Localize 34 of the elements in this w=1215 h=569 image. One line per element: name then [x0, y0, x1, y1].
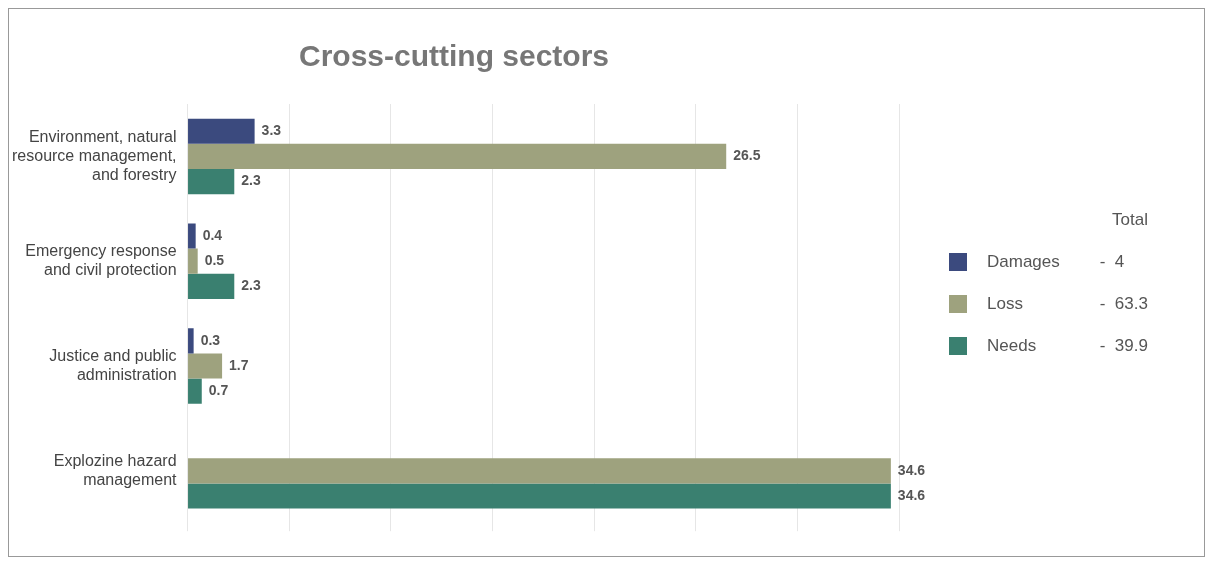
chart-title: Cross-cutting sectors: [298, 39, 610, 73]
data-label: 0.4: [202, 226, 223, 243]
y-tick-label: Emergency response and civil protection: [25, 242, 177, 279]
bar: [188, 223, 196, 249]
data-label: 2.3: [241, 172, 261, 189]
bar: [188, 378, 202, 404]
data-label: 0.5: [204, 252, 225, 269]
data-label: 34.6: [897, 486, 926, 503]
data-label: 34.6: [897, 461, 926, 478]
data-label: 0.7: [208, 382, 229, 399]
legend-label: Damages: [987, 251, 1061, 272]
legend-label: Needs: [987, 335, 1038, 356]
bar: [188, 168, 235, 195]
data-label: 2.3: [241, 277, 261, 294]
y-tick-label: Explozine hazard management: [53, 451, 178, 488]
text: - 4: [1099, 251, 1126, 272]
bar: [188, 143, 727, 169]
bar: [188, 353, 223, 379]
data-label: 3.3: [261, 122, 282, 139]
bar: [188, 118, 255, 144]
data-label: 0.3: [200, 331, 221, 348]
data-label: 26.5: [733, 147, 761, 164]
y-tick-label: Environment, natural resource management, and forestry: [12, 127, 177, 184]
data-label: 1.7: [229, 356, 249, 373]
bar: [188, 458, 891, 484]
bar: [188, 248, 198, 274]
legend-label: Loss: [987, 293, 1024, 314]
text: - 63.3: [1099, 293, 1148, 314]
text: - 39.9: [1099, 335, 1148, 356]
bar: [188, 483, 891, 509]
bar: [188, 273, 235, 299]
y-tick-label: Justice and public administration: [49, 346, 177, 384]
bar: [188, 328, 194, 354]
legend-title: Total: [1111, 209, 1148, 230]
